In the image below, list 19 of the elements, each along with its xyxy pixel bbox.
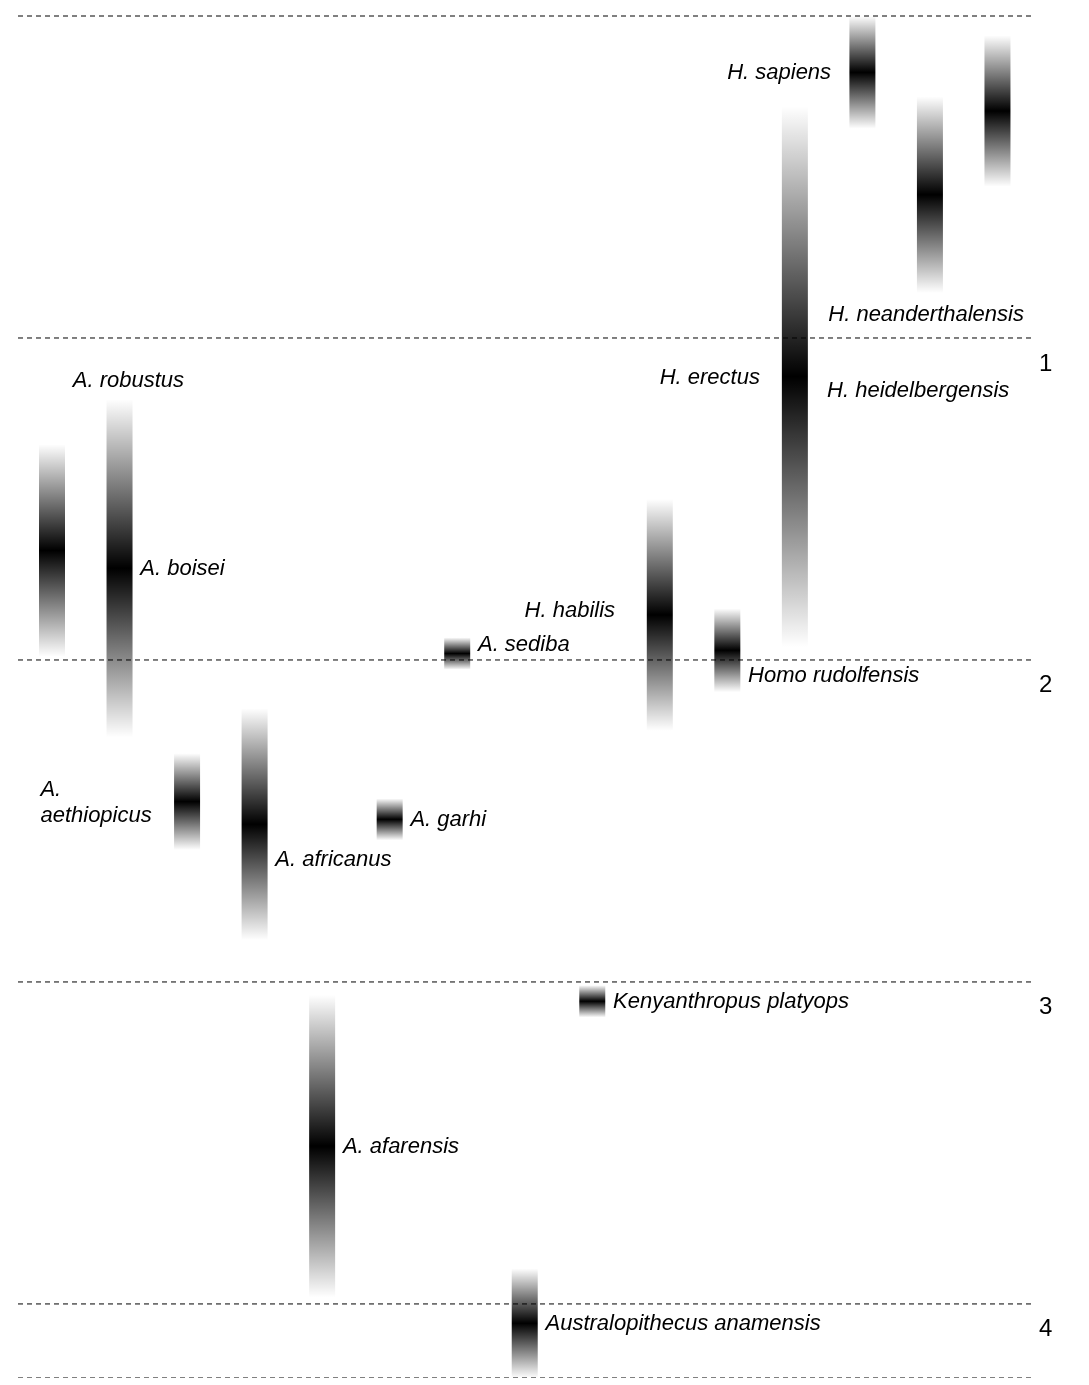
annotation: A. africanus [273,846,392,872]
annotation: A. afarensis [340,1133,460,1159]
annotation: H. sapiens [727,59,832,85]
y-tick-label: 1 [1039,348,1053,376]
y-tick-label: 3 [1039,992,1053,1020]
annotation: A. robustus [70,367,185,393]
annotation: H. erectus [659,363,760,389]
annotation: A. aethiopicus [38,775,152,827]
annotation: A. garhi [408,806,488,832]
y-tick-label: 4 [1039,1314,1053,1342]
annotation: A. sediba [475,630,570,656]
annotation: A. boisei [138,555,226,581]
annotation: Homo rudolfensis [748,662,920,688]
annotation: Australopithecus anamensis [543,1310,821,1336]
annotation: H. heidelbergensis [827,376,1010,402]
annotation: H. neanderthalensis [828,300,1024,326]
y-tick-label: 2 [1039,670,1053,698]
annotation: H. habilis [524,596,616,622]
annotation: Kenyanthropus platyops [613,988,850,1014]
